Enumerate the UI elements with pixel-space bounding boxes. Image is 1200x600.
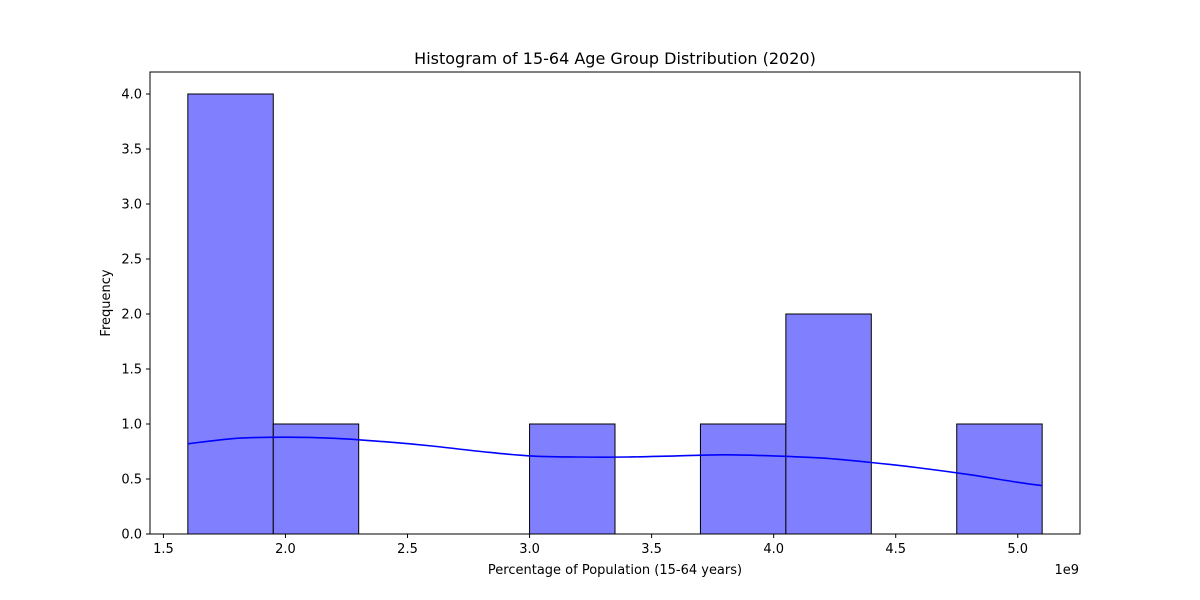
x-axis-offset-text: 1e9: [1054, 563, 1079, 578]
x-tick-label: 3.0: [519, 542, 540, 557]
histogram-bar: [272, 423, 360, 535]
histogram-bar: [529, 423, 616, 535]
x-tick-label: 5.0: [1007, 542, 1028, 557]
y-tick-label: 4.0: [121, 88, 142, 103]
x-tick-label: 2.5: [397, 542, 418, 557]
histogram-bar: [785, 313, 872, 535]
x-tick-label: 4.0: [763, 542, 784, 557]
chart-title: Histogram of 15-64 Age Group Distributio…: [414, 49, 816, 68]
y-tick-label: 2.0: [121, 308, 142, 323]
kde-layer: [187, 436, 1043, 487]
y-tick-label: 2.5: [121, 253, 142, 268]
x-tick-label: 4.5: [885, 542, 906, 557]
x-axis: 1.5 2.0 2.5 3.0 3.5 4.0 4.5 5.0: [153, 534, 1028, 557]
kde-line: [187, 436, 1043, 487]
histogram-bar: [187, 93, 274, 535]
y-axis-label: Frequency: [99, 269, 114, 336]
y-tick-label: 3.0: [121, 198, 142, 213]
x-tick-label: 2.0: [275, 542, 296, 557]
x-axis-label: Percentage of Population (15-64 years): [488, 563, 742, 578]
histogram-bar: [699, 423, 787, 535]
y-tick-label: 3.5: [121, 143, 142, 158]
x-tick-label: 1.5: [153, 542, 174, 557]
y-tick-label: 1.5: [121, 363, 142, 378]
x-tick-label: 3.5: [641, 542, 662, 557]
y-tick-label: 1.0: [121, 418, 142, 433]
y-tick-label: 0.5: [121, 473, 142, 488]
y-tick-label: 0.0: [121, 528, 142, 543]
plot-frame: [149, 71, 1081, 535]
y-axis: 0.0 0.5 1.0 1.5 2.0 2.5 3.0 3.5 4.0: [121, 88, 150, 543]
bars-layer: [187, 93, 1043, 535]
